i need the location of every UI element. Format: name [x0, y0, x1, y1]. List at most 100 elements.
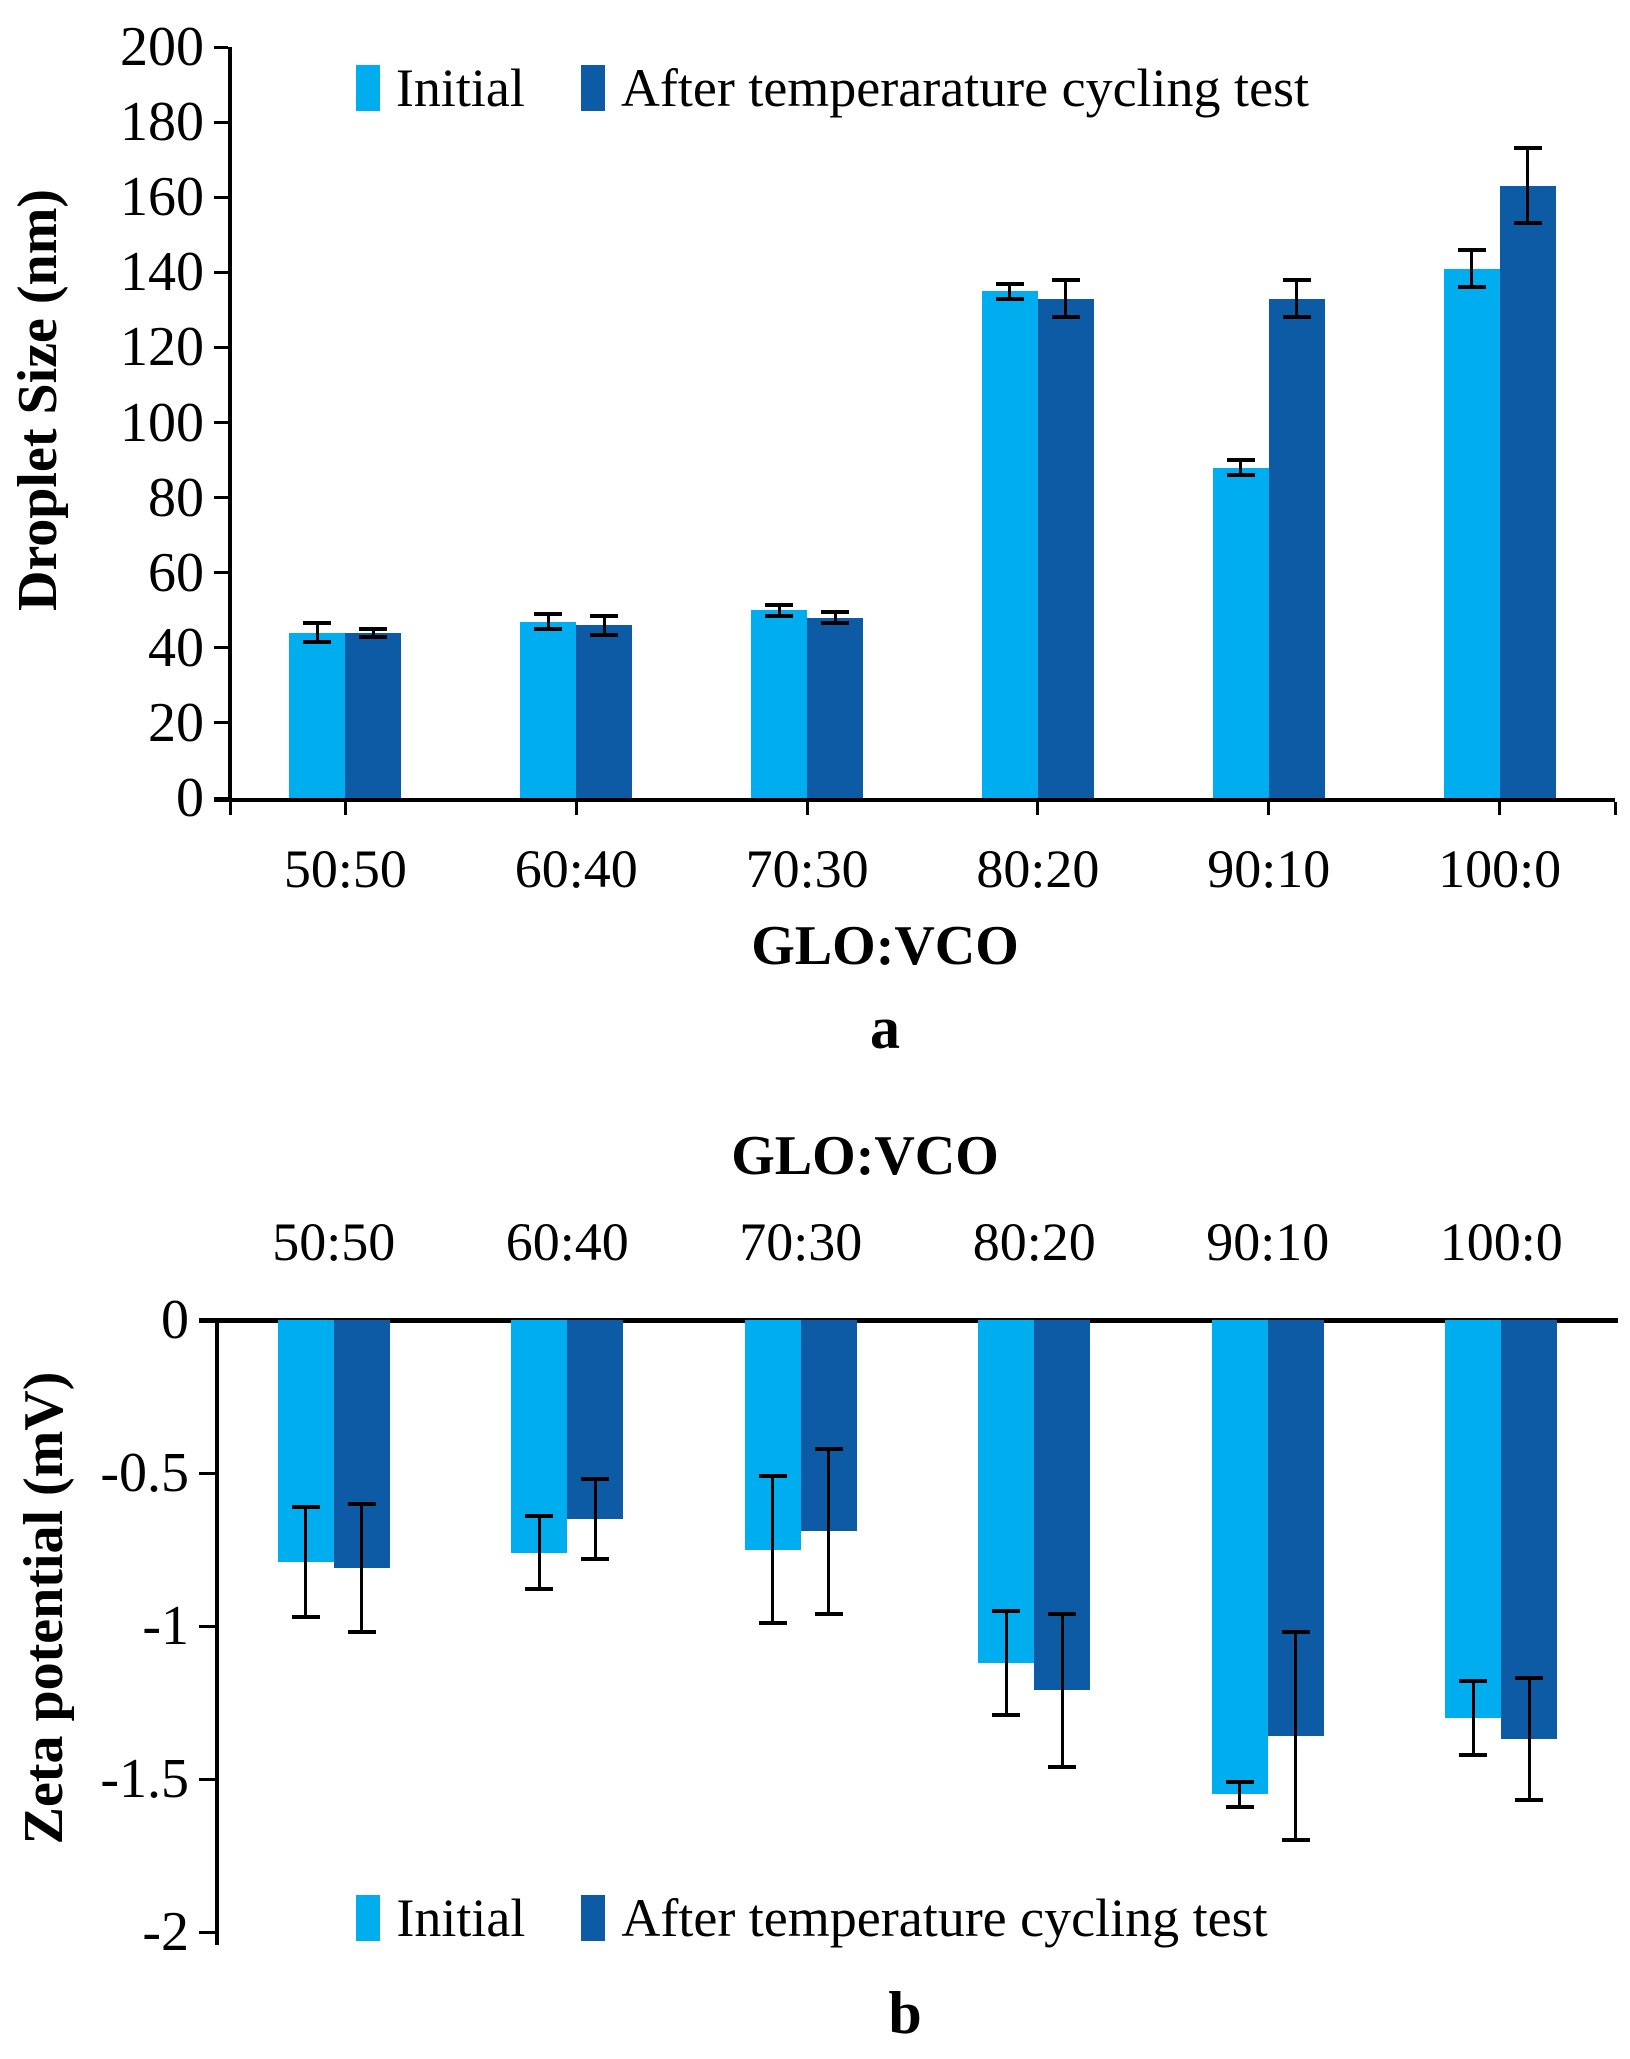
y-axis-tick-label: 0: [161, 1289, 189, 1351]
panel-a-label: a: [870, 995, 900, 1061]
error-bar-line: [1294, 1632, 1298, 1841]
error-bar-cap: [1457, 247, 1486, 252]
error-bar-cap: [291, 1614, 320, 1619]
y-axis-tick: [214, 646, 228, 650]
error-bar-line: [537, 1515, 541, 1590]
error-bar-cap: [1226, 473, 1255, 478]
bar-initial: [1443, 268, 1500, 798]
x-axis-tick: [343, 802, 347, 815]
bar-initial: [1212, 467, 1269, 798]
x-axis-category-label: 100:0: [1438, 839, 1562, 899]
error-bar-cap: [1515, 1676, 1544, 1681]
error-bar-cap: [1051, 315, 1080, 320]
error-bar-cap: [525, 1513, 554, 1518]
x-axis-category-label: 80:20: [972, 1212, 1096, 1272]
error-bar-line: [827, 1448, 831, 1614]
bar-after: [807, 617, 864, 798]
error-bar-cap: [590, 613, 619, 618]
y-axis-tick-label: 20: [148, 691, 204, 754]
error-bar-line: [1060, 1613, 1064, 1767]
y-axis-tick-label: 60: [148, 541, 204, 604]
x-axis-tick: [1498, 802, 1502, 815]
y-axis-tick: [214, 421, 228, 424]
panel-a-x-axis-title: GLO:VCO: [751, 915, 1019, 977]
y-axis-tick: [199, 1624, 215, 1628]
y-axis-tick: [214, 195, 228, 199]
x-axis-category-label: 70:30: [739, 1212, 863, 1272]
error-bar-cap: [1225, 1804, 1254, 1809]
bar-initial: [1445, 1320, 1502, 1718]
error-bar-cap: [1281, 1838, 1310, 1843]
error-bar-line: [593, 1479, 597, 1559]
y-axis-tick: [199, 1930, 215, 1934]
legend-item: After temperarature cycling test: [580, 61, 1309, 115]
error-bar-line: [771, 1476, 775, 1623]
y-axis-tick-label: -0.5: [100, 1442, 189, 1504]
y-axis-tick: [214, 345, 228, 349]
error-bar-cap: [303, 640, 332, 645]
error-bar-cap: [814, 1611, 843, 1616]
x-axis-category-label: 50:50: [283, 839, 407, 899]
error-bar-cap: [534, 612, 563, 616]
error-bar-cap: [992, 1712, 1021, 1717]
error-bar-line: [546, 614, 550, 630]
y-axis-tick-label: 160: [120, 166, 204, 229]
error-bar-cap: [995, 296, 1024, 301]
error-bar-cap: [1048, 1611, 1077, 1616]
y-axis-tick-label: 100: [120, 391, 204, 454]
panel-b-x-axis-title: GLO:VCO: [731, 1125, 999, 1187]
error-bar-cap: [1513, 146, 1542, 151]
error-bar-cap: [1225, 1780, 1254, 1785]
legend-label: Initial: [396, 1888, 526, 1948]
x-axis-category-label: 90:10: [1206, 1212, 1330, 1272]
error-bar-cap: [765, 613, 794, 618]
bar-after: [1037, 298, 1094, 798]
error-bar-line: [1239, 460, 1243, 476]
panel-a-legend: Initial After temperarature cycling test: [140, 60, 1525, 116]
panel-b-legend: Initial After temperature cycling test: [112, 1890, 1512, 1946]
error-bar-line: [1064, 279, 1068, 318]
y-axis-tick-label: 180: [120, 91, 204, 154]
error-bar-cap: [758, 1620, 787, 1625]
bar-initial: [978, 1320, 1035, 1663]
error-bar-cap: [581, 1477, 610, 1482]
error-bar-line: [777, 604, 781, 616]
error-bar-cap: [1226, 458, 1255, 463]
error-bar-cap: [581, 1556, 610, 1561]
bar-initial: [289, 632, 346, 798]
x-axis-category-label: 100:0: [1439, 1212, 1563, 1272]
bar-initial: [520, 621, 577, 798]
error-bar-line: [1527, 1678, 1531, 1801]
bar-initial: [751, 610, 808, 798]
error-bar-cap: [1282, 277, 1311, 282]
y-axis-tick: [214, 721, 228, 725]
error-bar-line: [304, 1506, 308, 1617]
error-bar-cap: [347, 1501, 376, 1506]
bar-after: [1268, 298, 1325, 798]
y-axis-tick-label: -2: [142, 1901, 189, 1963]
y-axis-tick-label: 120: [120, 316, 204, 379]
x-axis-category-label: 70:30: [745, 839, 869, 899]
x-axis-line: [214, 798, 1615, 802]
x-axis-tick: [574, 802, 578, 815]
y-axis-tick: [199, 1471, 215, 1475]
bar-after: [576, 625, 633, 798]
error-bar-cap: [1051, 277, 1080, 282]
error-bar-cap: [1459, 1752, 1488, 1757]
error-bar-line: [1008, 283, 1012, 299]
error-bar-cap: [1515, 1798, 1544, 1803]
y-axis-tick: [214, 270, 228, 274]
legend-label: After temperature cycling test: [621, 1888, 1268, 1948]
y-axis-tick-label: 200: [120, 16, 204, 78]
error-bar-line: [315, 623, 319, 643]
x-axis-end-tick: [228, 802, 232, 815]
y-axis-tick-label: 80: [148, 466, 204, 529]
error-bar-cap: [821, 621, 850, 626]
error-bar-line: [1471, 1681, 1475, 1755]
error-bar-cap: [1459, 1679, 1488, 1684]
y-axis-tick: [214, 571, 228, 575]
legend-label: Initial: [395, 58, 525, 118]
y-axis-tick-label: -1.5: [100, 1748, 189, 1810]
error-bar-line: [1470, 249, 1474, 288]
error-bar-cap: [1048, 1764, 1077, 1769]
